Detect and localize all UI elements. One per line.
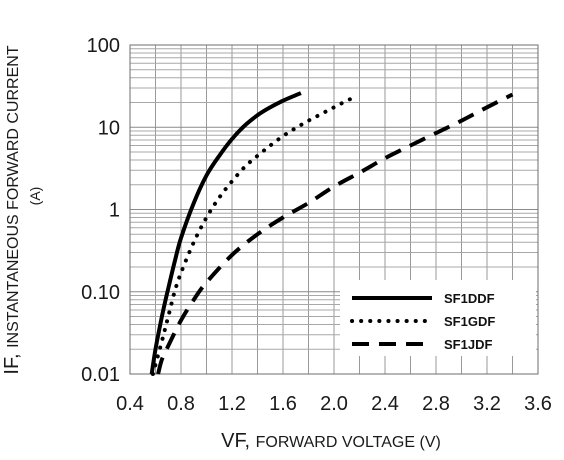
legend-label-sf1ddf: SF1DDF bbox=[444, 291, 495, 306]
x-tick-label: 1.2 bbox=[218, 393, 246, 415]
y-tick-label: 100 bbox=[87, 35, 120, 57]
legend-label-sf1jdf: SF1JDF bbox=[444, 337, 492, 352]
series-line-sf1jdf bbox=[156, 92, 514, 375]
y-axis-label: IF, INSTANTANEOUS FORWARD CURRENT bbox=[1, 45, 23, 374]
y-tick-label: 10 bbox=[98, 117, 120, 139]
x-tick-label: 2.8 bbox=[422, 393, 450, 415]
y-tick-label: 0.10 bbox=[81, 282, 120, 304]
x-tick-label: 2.0 bbox=[320, 393, 348, 415]
x-tick-label: 0.8 bbox=[167, 393, 195, 415]
y-tick-label: 1 bbox=[109, 200, 120, 222]
legend-background bbox=[340, 280, 536, 356]
series-line-sf1ddf bbox=[149, 91, 302, 375]
series-line-sf1gdf bbox=[150, 95, 357, 376]
x-tick-label: 0.4 bbox=[116, 393, 144, 415]
plot-frame bbox=[129, 44, 539, 375]
x-tick-label: 3.6 bbox=[524, 393, 552, 415]
legend: SF1DDF SF1GDF SF1JDF bbox=[340, 280, 536, 356]
legend-label-sf1gdf: SF1GDF bbox=[444, 314, 495, 329]
tick-labels: 0.4 0.8 1.2 1.6 2.0 2.4 2.8 3.2 3.6 0.01 0.10 1 10 10… bbox=[81, 35, 552, 415]
x-tick-label: 3.2 bbox=[473, 393, 501, 415]
series-layer bbox=[149, 91, 514, 376]
x-axis-label: VF, FORWARD VOLTAGE (V) bbox=[221, 430, 441, 452]
y-tick-label: 0.01 bbox=[81, 364, 120, 386]
y-axis-unit: (A) bbox=[27, 187, 43, 206]
x-tick-label: 1.6 bbox=[269, 393, 297, 415]
x-tick-label: 2.4 bbox=[371, 393, 399, 415]
